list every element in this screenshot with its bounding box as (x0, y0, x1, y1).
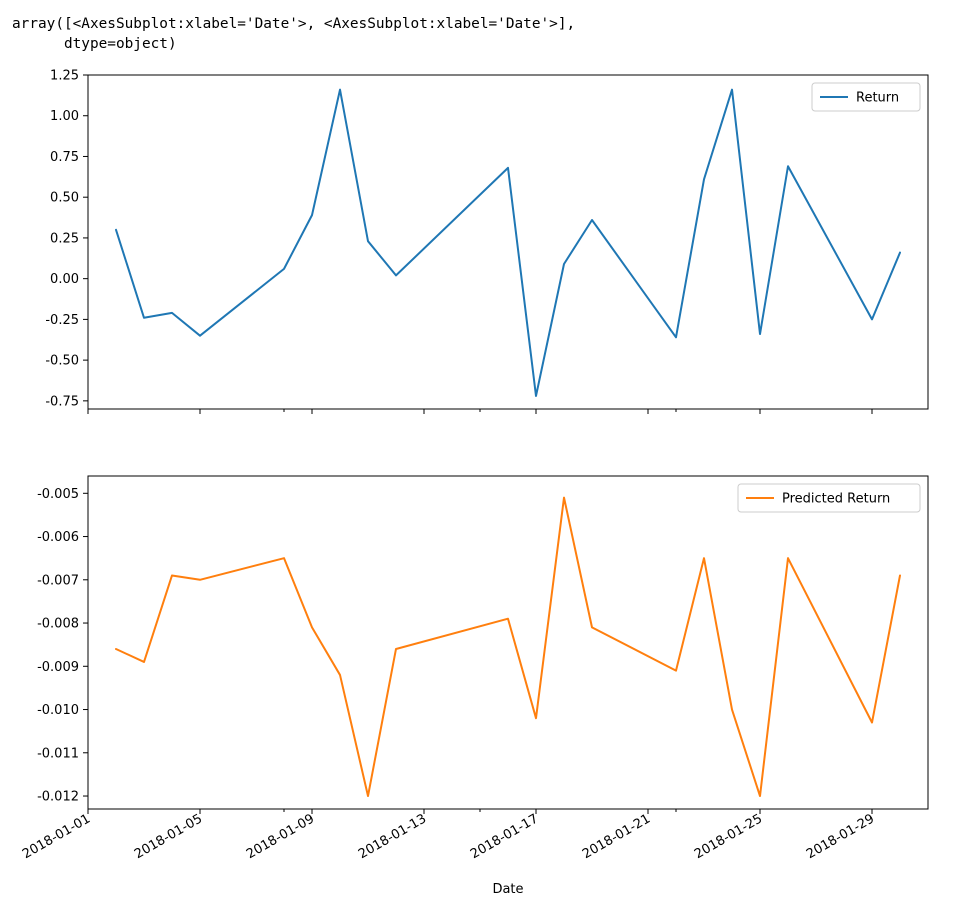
axes-frame-1 (87, 74, 929, 410)
output-repr: array([<AxesSubplot:xlabel='Date'>, <Axe… (12, 14, 575, 54)
y-tick-label: -0.25 (45, 313, 79, 328)
x-tick-label: 2018-01-21 (580, 811, 653, 862)
output-repr-line-1: array([<AxesSubplot:xlabel='Date'>, <Axe… (12, 16, 576, 32)
x-tick-label: 2018-01-13 (356, 811, 429, 862)
y-tick-label: -0.50 (45, 354, 79, 369)
y-tick-label: -0.005 (37, 487, 79, 502)
x-tick-label: 2018-01-25 (692, 811, 765, 862)
y-tick-label: 0.75 (50, 150, 79, 165)
x-tick-label: 2018-01-17 (468, 811, 541, 862)
x-axis-label: Date (492, 882, 523, 897)
x-tick-label: 2018-01-01 (20, 811, 93, 862)
x-tick-label: 2018-01-05 (132, 811, 205, 862)
legend-box (811, 82, 921, 112)
x-tick-label: 2018-01-09 (244, 811, 317, 862)
y-tick-label: 1.25 (50, 69, 79, 84)
y-tick-label: 0.25 (50, 231, 79, 246)
y-tick-label: 1.00 (50, 109, 79, 124)
y-tick-label: -0.012 (37, 790, 79, 805)
y-tick-label: -0.011 (37, 746, 79, 761)
y-tick-label: -0.009 (37, 660, 79, 675)
legend-label: Predicted Return (782, 492, 890, 507)
legend-label: Return (856, 91, 899, 106)
y-tick-label: -0.008 (37, 617, 79, 632)
y-tick-label: -0.007 (37, 573, 79, 588)
legend-box (737, 483, 921, 513)
y-tick-label: -0.010 (37, 703, 79, 718)
x-tick-label: 2018-01-29 (804, 811, 877, 862)
y-tick-label: 0.00 (50, 272, 79, 287)
y-tick-label: -0.75 (45, 394, 79, 409)
y-tick-label: -0.006 (37, 530, 79, 545)
series-line-return (115, 88, 901, 397)
y-tick-label: 0.50 (50, 191, 79, 206)
series-line-predicted (115, 496, 901, 798)
output-repr-line-2: dtype=object) (12, 36, 177, 52)
axes-frame-2 (87, 475, 929, 810)
